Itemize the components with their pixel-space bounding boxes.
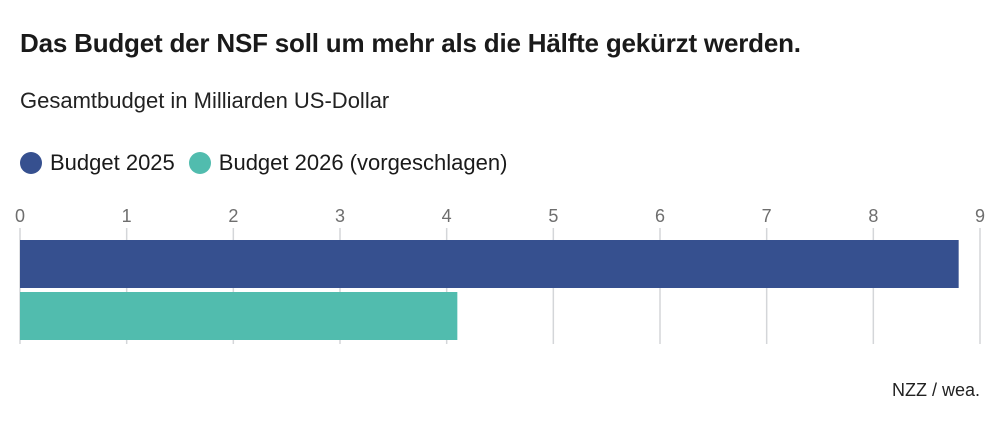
legend-label-2026: Budget 2026 (vorgeschlagen) — [218, 150, 508, 175]
tick-label: 0 — [15, 206, 25, 226]
legend-item-2026: Budget 2026 (vorgeschlagen) — [188, 150, 508, 176]
tick-label: 9 — [975, 206, 985, 226]
source-note: NZZ / wea. — [891, 380, 980, 400]
tick-label: 8 — [868, 206, 878, 226]
tick-label: 6 — [655, 206, 665, 226]
chart-title: Das Budget der NSF soll um mehr als die … — [20, 28, 801, 58]
chart-subtitle: Gesamtbudget in Milliarden US-Dollar — [20, 88, 390, 113]
bar-2025 — [20, 240, 959, 288]
tick-label: 1 — [122, 206, 132, 226]
bar-2026 — [20, 292, 458, 340]
legend-swatch-2026 — [188, 152, 211, 174]
tick-label: 5 — [548, 206, 558, 226]
legend: Budget 2025 Budget 2026 (vorgeschlagen) — [20, 150, 521, 176]
tick-label: 4 — [442, 206, 452, 226]
tick-label: 3 — [335, 206, 345, 226]
legend-label-2025: Budget 2025 — [50, 150, 175, 175]
legend-item-2025: Budget 2025 — [20, 150, 175, 176]
tick-label: 2 — [228, 206, 238, 226]
tick-label: 7 — [762, 206, 772, 226]
legend-swatch-2025 — [20, 152, 42, 174]
